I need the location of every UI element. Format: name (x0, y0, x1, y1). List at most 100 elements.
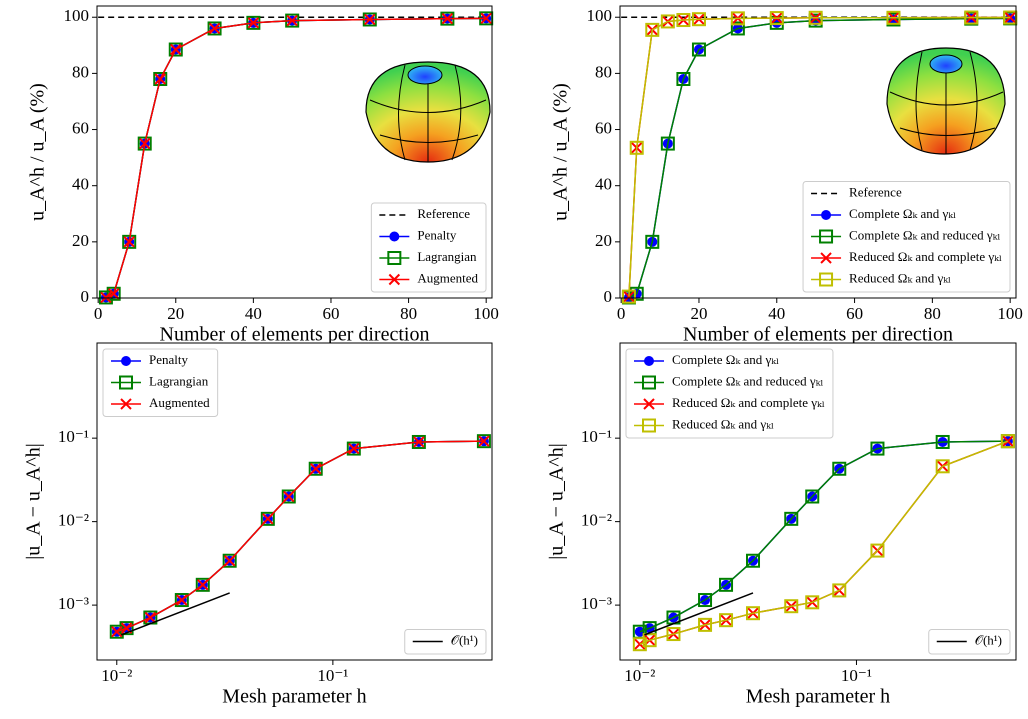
marker (106, 286, 121, 301)
legend-marker (642, 418, 656, 433)
legend-label: Reduced Ωₖ and complete γₖₗ (849, 249, 1002, 264)
legend-marker (120, 398, 132, 410)
marker (260, 511, 275, 526)
x-tick-label: 10⁻² (624, 666, 655, 685)
y-tick-label: 10⁻² (58, 511, 89, 530)
marker (137, 136, 152, 151)
y-tick-label: 40 (595, 175, 612, 194)
marker (286, 14, 298, 27)
legend-label: Reference (417, 206, 470, 221)
axes-frame (619, 342, 1017, 661)
marker (746, 606, 761, 621)
marker (730, 21, 745, 36)
series-line (639, 440, 1009, 645)
legend-label: Reference (849, 184, 902, 199)
marker (805, 489, 820, 504)
legend-marker (389, 231, 400, 242)
legend-marker (644, 356, 654, 366)
marker (769, 11, 784, 26)
series-line (628, 17, 1011, 299)
legend-label: Penalty (417, 227, 456, 242)
y-tick-label: 60 (595, 118, 612, 137)
legend-marker (387, 251, 402, 265)
marker (746, 553, 761, 568)
x-tick-label: 100 (997, 304, 1023, 323)
x-tick-label: 40 (245, 304, 262, 323)
y-axis-label: |u_A − u_A^h| (546, 443, 568, 559)
x-tick-label: 10⁻¹ (317, 666, 348, 685)
marker (223, 555, 236, 567)
legend-box (928, 629, 1011, 655)
marker (784, 511, 799, 526)
legend-box (404, 629, 487, 655)
legend-box (102, 348, 219, 417)
axes-frame (619, 5, 1017, 299)
x-tick-label: 20 (167, 304, 184, 323)
legend-label: Augmented (149, 395, 210, 410)
subplot: 0 20 40 60 80 100 0 20 40 60 80 100 Number of elemen… (27, 5, 499, 346)
legend-label: Complete Ωₖ and γₖₗ (672, 352, 779, 367)
dome-illustration (886, 47, 1006, 155)
y-tick-label: 60 (72, 118, 89, 137)
marker (195, 577, 210, 592)
marker (308, 461, 323, 476)
x-tick-label: 60 (846, 304, 863, 323)
legend-label: Reduced Ωₖ and γₖₗ (672, 416, 774, 431)
y-axis-label: u_A^h / u_A (%) (550, 83, 572, 221)
marker (629, 140, 644, 155)
marker (808, 10, 823, 25)
marker (698, 617, 713, 632)
marker (348, 442, 360, 455)
marker (621, 289, 636, 304)
marker (832, 461, 847, 476)
legend-marker (121, 356, 131, 366)
y-tick-label: 10⁻³ (581, 594, 612, 613)
legend: 𝒪(h¹) (404, 629, 487, 655)
x-tick-label: 10⁻¹ (841, 666, 872, 685)
marker (666, 627, 681, 642)
x-tick-label: 0 (94, 304, 103, 323)
marker (645, 234, 660, 249)
legend-label: Reduced Ωₖ and complete γₖₗ (672, 395, 825, 410)
y-tick-label: 0 (604, 287, 613, 306)
marker (154, 73, 166, 85)
series-line (628, 16, 1011, 297)
marker (413, 436, 425, 448)
marker (441, 12, 454, 25)
y-tick-label: 100 (64, 6, 90, 25)
y-tick-label: 80 (72, 62, 89, 81)
legend-marker (119, 375, 133, 390)
y-tick-label: 20 (595, 231, 612, 250)
marker (100, 291, 112, 304)
marker (691, 12, 706, 27)
x-tick-label: 10⁻² (101, 666, 132, 685)
marker (170, 43, 182, 56)
marker (283, 490, 295, 503)
marker (1004, 11, 1016, 24)
y-tick-label: 0 (81, 287, 90, 306)
axes-frame (96, 5, 493, 299)
marker (107, 288, 120, 300)
marker (719, 577, 734, 592)
marker (174, 593, 189, 608)
legend-label: Complete Ωₖ and reduced γₖₗ (672, 373, 824, 388)
marker (698, 593, 713, 608)
marker (935, 459, 950, 474)
marker (168, 42, 183, 57)
marker (1000, 434, 1015, 449)
x-axis-label: Number of elements per direction (683, 324, 953, 346)
marker (691, 42, 706, 57)
legend: Reference Complete Ωₖ and γₖₗ Complete Ωₖ … (802, 181, 1011, 293)
y-tick-label: 10⁻² (581, 511, 612, 530)
legend: Penalty Lagrangian Augmented (102, 348, 219, 417)
x-axis-label: Number of elements per direction (160, 324, 430, 346)
marker (197, 579, 209, 591)
legend: Reference Penalty Lagrangian Augmented (370, 202, 487, 293)
legend-label: Penalty (149, 352, 188, 367)
x-tick-label: 20 (690, 304, 707, 323)
legend-box (802, 181, 1011, 293)
axes-frame (96, 342, 493, 661)
marker (660, 136, 675, 151)
